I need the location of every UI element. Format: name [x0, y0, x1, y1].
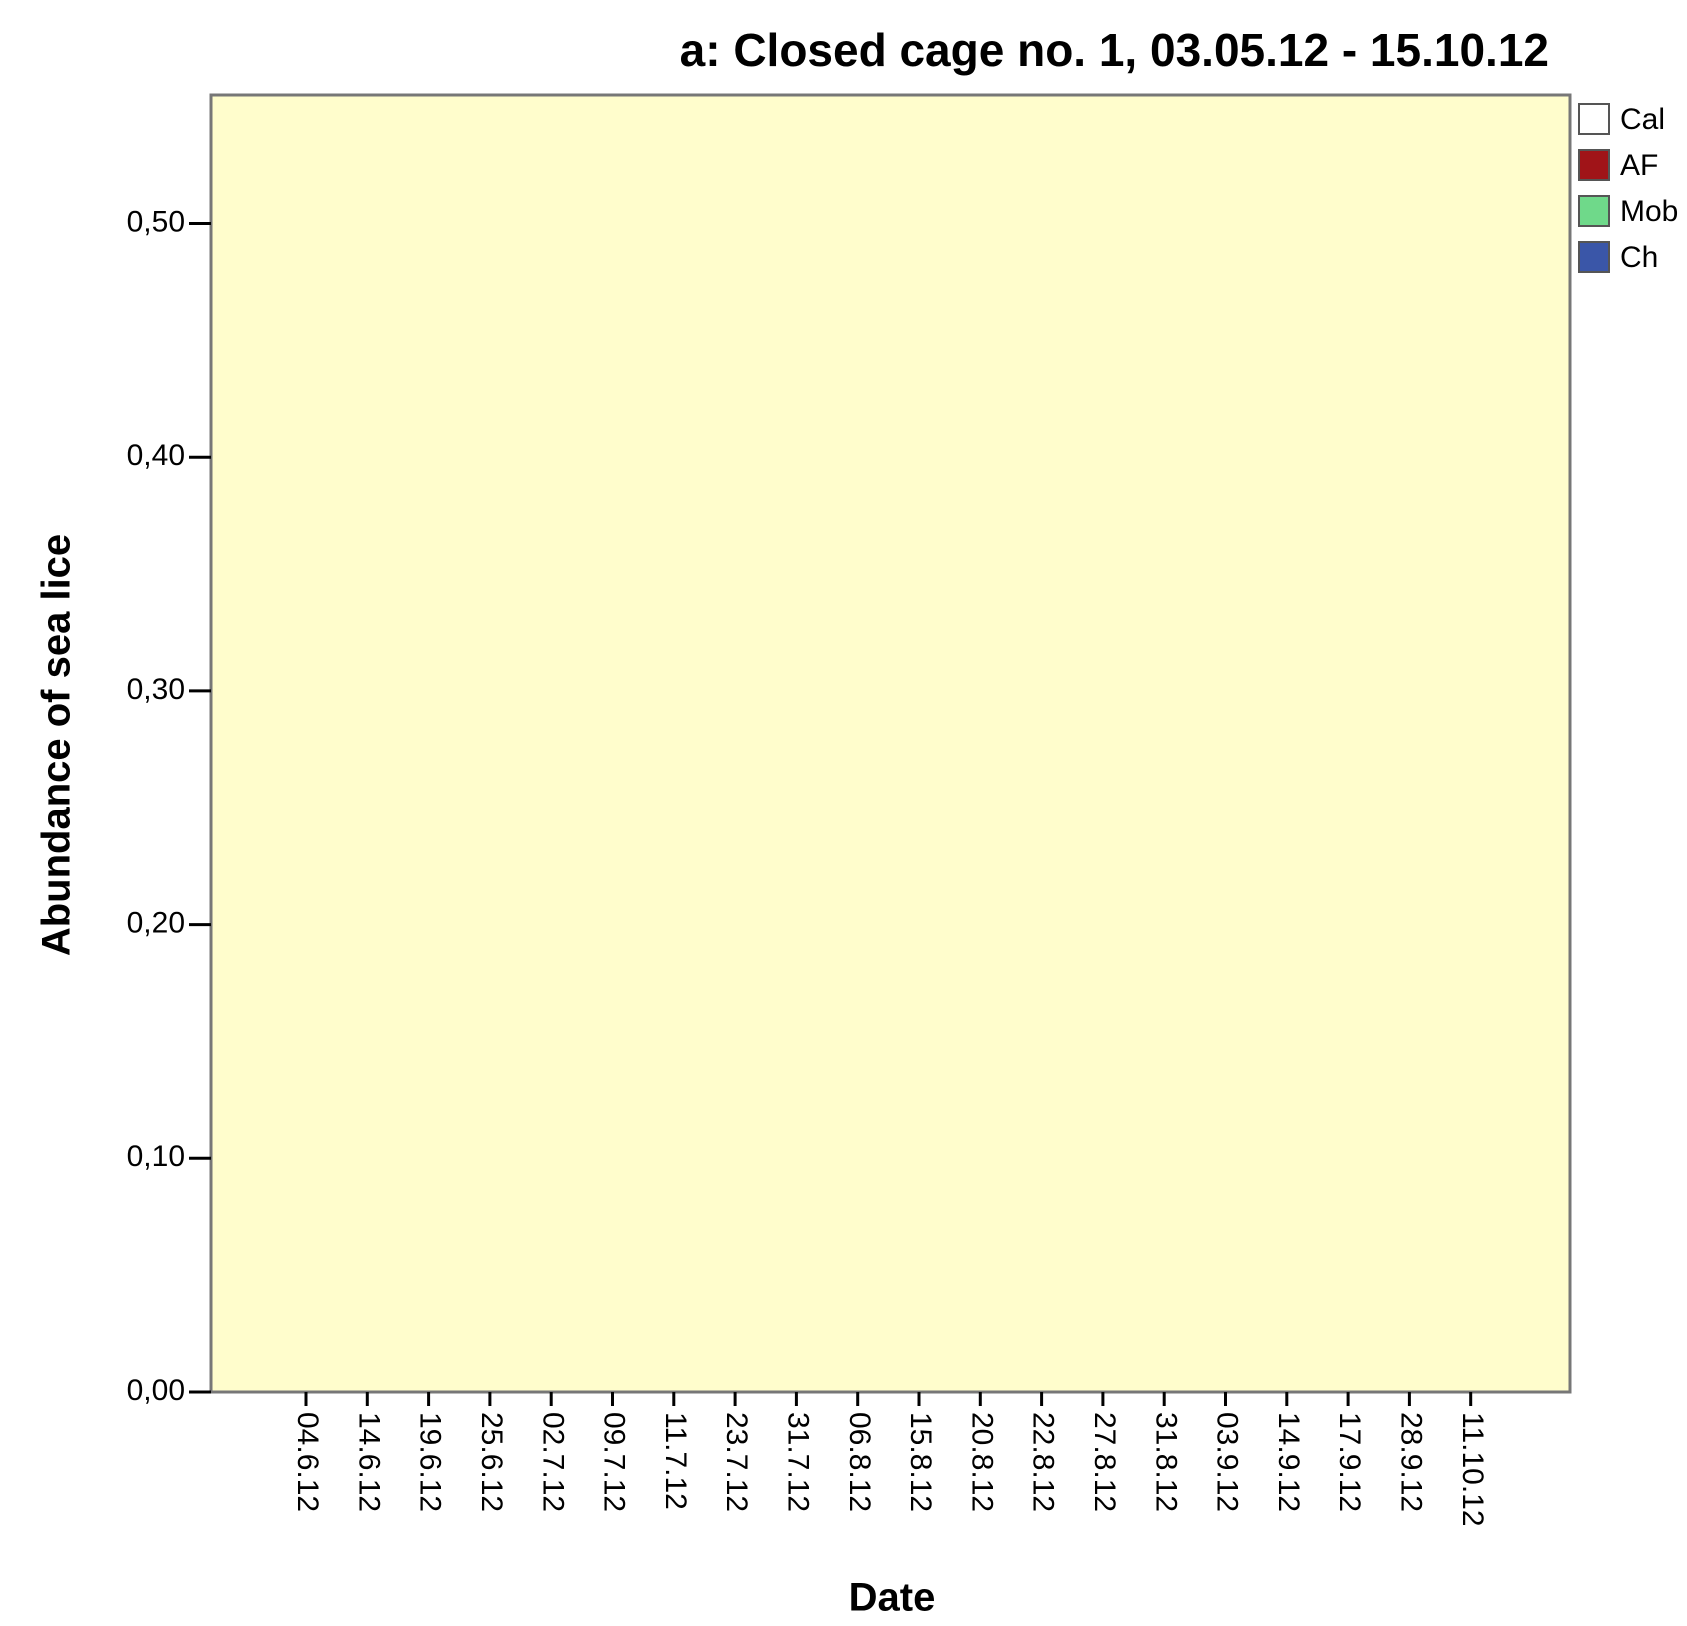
x-tick-label: 02.7.12: [536, 1412, 569, 1512]
legend-swatch: [1578, 103, 1610, 135]
x-tick-label: 11.7.12: [659, 1412, 692, 1510]
x-tick-label: 09.7.12: [598, 1412, 631, 1512]
y-tick-label: 0,30: [127, 673, 185, 706]
x-tick-label: 23.7.12: [720, 1412, 753, 1512]
legend-label: Ch: [1620, 241, 1658, 274]
x-tick-label: 27.8.12: [1088, 1412, 1121, 1512]
y-tick-label: 0,40: [127, 439, 185, 472]
legend-swatch: [1578, 149, 1610, 181]
x-tick-label: 31.7.12: [781, 1412, 814, 1512]
x-tick-label: 28.9.12: [1394, 1412, 1427, 1512]
x-tick-label: 14.6.12: [352, 1412, 385, 1512]
x-axis-label: Date: [849, 1576, 936, 1620]
x-tick-label: 20.8.12: [965, 1412, 998, 1512]
x-tick-label: 31.8.12: [1149, 1412, 1182, 1512]
legend-label: Mob: [1620, 195, 1678, 228]
legend-swatch: [1578, 241, 1610, 273]
x-tick-label: 14.9.12: [1272, 1412, 1305, 1512]
x-tick-label: 04.6.12: [291, 1412, 324, 1512]
legend-swatch: [1578, 195, 1610, 227]
x-tick-label: 15.8.12: [904, 1412, 937, 1512]
x-tick-label: 25.6.12: [475, 1412, 508, 1512]
x-tick-label: 17.9.12: [1333, 1412, 1366, 1512]
y-tick-label: 0,20: [127, 907, 185, 940]
y-axis-label: Abundance of sea lice: [35, 534, 79, 956]
x-tick-label: 19.6.12: [414, 1412, 447, 1512]
legend-label: AF: [1620, 149, 1658, 182]
y-tick-label: 0,50: [127, 205, 185, 238]
y-tick-label: 0,00: [127, 1374, 185, 1407]
x-tick-label: 03.9.12: [1211, 1412, 1244, 1512]
y-tick-label: 0,10: [127, 1140, 185, 1173]
plot-area: [209, 93, 1572, 1394]
x-tick-label: 22.8.12: [1027, 1412, 1060, 1512]
x-tick-label: 06.8.12: [843, 1412, 876, 1512]
chart-title: a: Closed cage no. 1, 03.05.12 - 15.10.1…: [680, 24, 1549, 76]
x-tick-label: 11.10.12: [1456, 1412, 1489, 1527]
legend-label: Cal: [1620, 103, 1665, 136]
